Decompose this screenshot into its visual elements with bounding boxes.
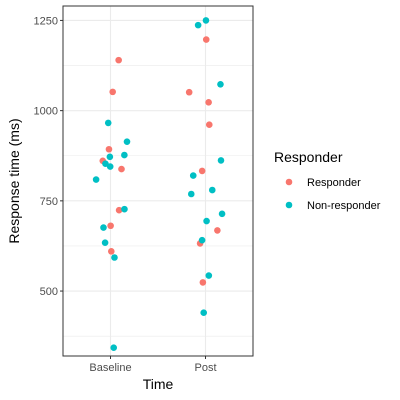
scatter-point — [205, 272, 213, 279]
legend-key — [285, 178, 293, 186]
plot-border — [62, 5, 254, 357]
scatter-point — [121, 205, 128, 213]
scatter-point — [200, 309, 208, 317]
y-axis: 500 750 1000 1250 — [34, 15, 63, 298]
scatter-point — [123, 138, 131, 145]
scatter-point — [217, 157, 225, 164]
scatter-point — [106, 163, 114, 170]
plot-background — [63, 6, 253, 356]
scatter-point — [203, 217, 210, 225]
scatter-point — [92, 176, 100, 183]
scatter-point — [107, 222, 114, 230]
scatter-point — [100, 224, 107, 231]
scatter-point — [185, 88, 193, 96]
scatter-point — [110, 344, 118, 352]
x-tick-label: Post — [194, 362, 216, 374]
scatter-point — [202, 17, 210, 24]
scatter-point — [218, 210, 226, 218]
scatter-point — [189, 172, 197, 179]
data-points — [92, 17, 226, 352]
scatter-point — [214, 227, 221, 234]
y-tick-label: 750 — [40, 196, 58, 208]
scatter-point — [111, 254, 118, 261]
scatter-point — [107, 248, 115, 255]
scatter-point — [121, 151, 128, 159]
scatter-point — [205, 99, 212, 106]
scatter-point — [187, 190, 195, 198]
minor-grid — [63, 65, 253, 337]
scatter-point — [101, 239, 109, 247]
scatter-point — [105, 145, 113, 153]
legend-title: Responder — [274, 149, 343, 165]
scatter-point — [208, 186, 216, 194]
scatter-point — [199, 279, 207, 286]
y-tick-label: 1000 — [34, 106, 58, 118]
legend-key — [285, 201, 293, 209]
scatter-point — [198, 236, 206, 244]
scatter-point — [202, 36, 210, 43]
scatter-point — [115, 56, 122, 64]
scatter-point — [217, 80, 224, 88]
y-tick-label: 1250 — [34, 15, 58, 27]
x-tick-label: Baseline — [89, 362, 131, 374]
scatter-point — [104, 119, 112, 127]
x-axis: Baseline Post — [89, 356, 217, 374]
x-axis-title: Time — [143, 376, 174, 392]
scatter-point — [198, 167, 206, 175]
scatter-point — [194, 21, 202, 29]
scatter-point — [109, 88, 116, 96]
legend-label: Non-responder — [307, 200, 381, 212]
legend: Responder Responder Non-responder — [274, 149, 381, 212]
scatter-point — [115, 206, 123, 214]
scatter-point — [102, 160, 109, 167]
y-axis-title: Response time (ms) — [6, 118, 22, 243]
scatter-point — [106, 153, 114, 161]
scatter-point — [205, 121, 213, 129]
y-tick-label: 500 — [40, 286, 58, 298]
major-grid — [63, 6, 253, 356]
legend-label: Responder — [307, 177, 361, 189]
scatter-point — [118, 165, 125, 173]
